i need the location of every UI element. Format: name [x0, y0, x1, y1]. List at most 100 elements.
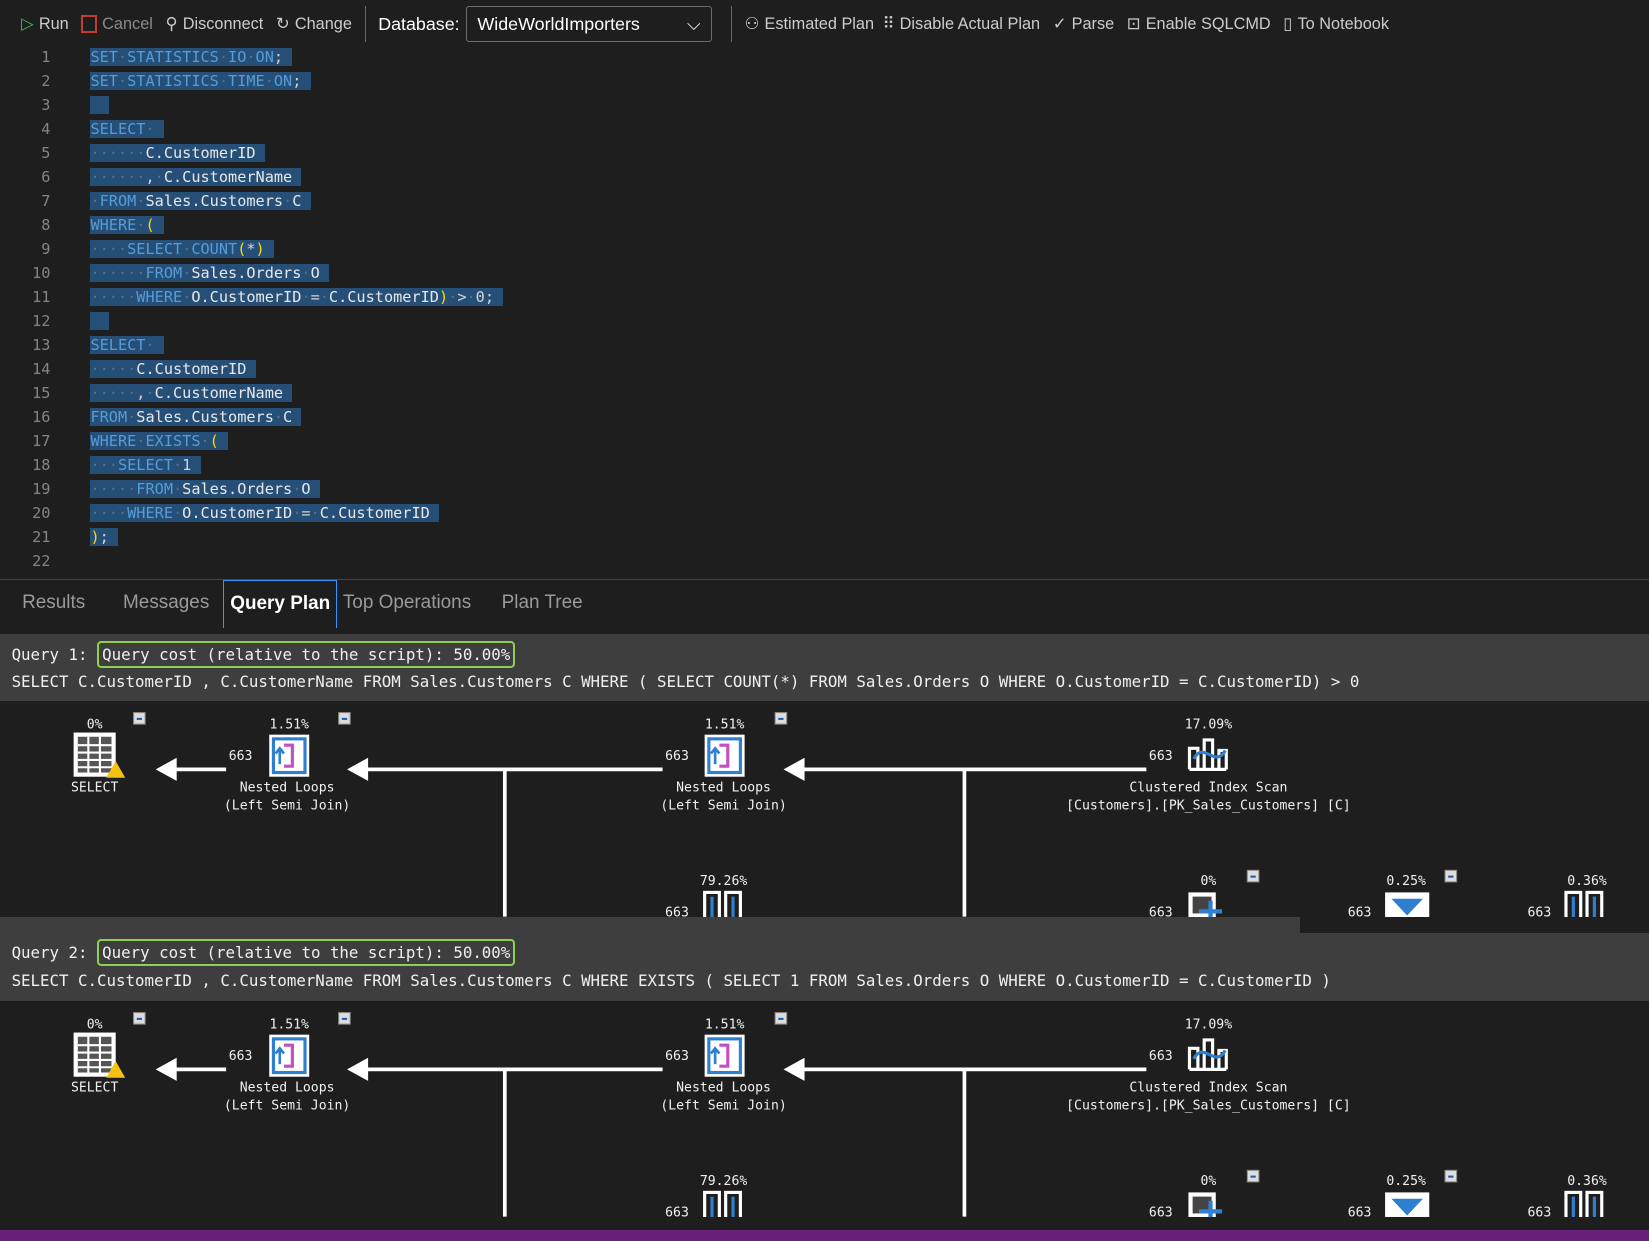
row-count: 663 [665, 906, 689, 917]
nested-loops-icon[interactable] [704, 1034, 745, 1077]
database-select[interactable]: WideWorldImporters ⌵ [465, 6, 712, 43]
line-number: 19 [32, 479, 51, 498]
node-cost: 1.51% [705, 718, 745, 733]
node-cost: 0% [87, 718, 103, 733]
enable-sqlcmd-button[interactable]: ⊡ Enable SQLCMD [1126, 14, 1271, 34]
divider [730, 6, 732, 43]
estimated-plan-button[interactable]: ⚇ Estimated Plan [744, 14, 875, 34]
stream-aggregate-icon[interactable] [1564, 1191, 1604, 1233]
divider [364, 6, 366, 43]
line-number: 3 [41, 96, 51, 115]
collapse-button[interactable] [1444, 1170, 1458, 1183]
row-count: 663 [1348, 1206, 1372, 1217]
line-number: 16 [32, 408, 51, 427]
change-button[interactable]: ↻ Change [275, 14, 352, 34]
node-cost: 79.26% [700, 1174, 748, 1189]
line-number: 4 [41, 120, 51, 139]
line-number: 5 [41, 144, 51, 163]
node-cost: 0.36% [1567, 1174, 1607, 1189]
collapse-button[interactable] [133, 712, 146, 726]
line-number: 6 [41, 168, 51, 187]
collapse-button[interactable] [774, 1012, 788, 1025]
clustered-index-scan-icon[interactable] [1187, 738, 1228, 772]
row-count: 663 [1528, 906, 1552, 917]
node-cost: 79.26% [700, 875, 748, 890]
select-icon[interactable] [73, 1032, 116, 1077]
line-number: 11 [32, 288, 51, 307]
nested-loops-icon[interactable] [269, 735, 310, 778]
node-cost: 0.25% [1386, 875, 1426, 890]
collapse-button[interactable] [1246, 1170, 1260, 1183]
select-icon[interactable] [73, 733, 116, 778]
index-seek-icon[interactable] [703, 1191, 742, 1233]
collapse-button[interactable] [1246, 870, 1260, 883]
query-sql: SELECT C.CustomerID , C.CustomerName FRO… [11, 672, 1360, 692]
collapse-button[interactable] [338, 1012, 351, 1025]
line-number: 2 [41, 72, 51, 91]
query-label: Query 1: Query cost (relative to the scr… [11, 640, 516, 668]
run-button[interactable]: ▷ Run [21, 14, 69, 34]
stream-aggregate-icon[interactable] [1564, 891, 1604, 933]
nested-loops-icon[interactable] [269, 1034, 310, 1077]
nested-loops-icon[interactable] [704, 735, 745, 778]
query-cost: Query cost (relative to the script): 50.… [97, 640, 516, 668]
line-number: 13 [32, 336, 51, 355]
code-editor[interactable]: 1 SET·STATISTICS·IO·ON; 2 SET·STATISTICS·T… [0, 46, 1649, 577]
clustered-index-scan-icon[interactable] [1187, 1038, 1228, 1072]
line-number: 12 [32, 312, 51, 331]
tab-messages[interactable]: Messages [123, 592, 210, 614]
code-line: SET·STATISTICS·TIME·ON; [90, 72, 311, 91]
node-label: Clustered Index Scan [1129, 1081, 1287, 1096]
chevron-down-icon: ⌵ [686, 13, 701, 34]
query-2-plan[interactable]: 0% SELECT 1.51% 663 Nested Loops (Left Sem… [0, 1001, 1649, 1233]
query-number: Query 1: [11, 644, 88, 664]
code-line: ···SELECT·1 [90, 456, 201, 474]
row-count: 663 [1149, 906, 1173, 917]
index-seek-icon[interactable] [703, 891, 742, 933]
compute-scalar-icon[interactable] [1188, 1192, 1223, 1223]
row-count: 663 [229, 749, 253, 764]
code-line: ······FROM·Sales.Orders·O [90, 264, 329, 283]
code-line: ······,·C.CustomerName [90, 168, 302, 187]
node-label: Nested Loops [676, 781, 771, 796]
node-label: SELECT [71, 1081, 119, 1096]
disable-actual-plan-button[interactable]: ⠿ Disable Actual Plan [882, 14, 1041, 34]
row-count: 663 [229, 1049, 253, 1064]
code-line: ······C.CustomerID [90, 144, 265, 163]
collapse-button[interactable] [133, 1012, 146, 1025]
tab-query-plan[interactable]: Query Plan [222, 580, 338, 628]
tab-results[interactable]: Results [22, 592, 86, 614]
line-number: 18 [32, 456, 51, 474]
code-line: ·····FROM·Sales.Orders·O [90, 479, 320, 498]
tab-top-operations[interactable]: Top Operations [342, 592, 472, 614]
filter-icon[interactable] [1385, 1192, 1430, 1218]
code-line: ·····WHERE·O.CustomerID·=·C.CustomerID)·… [90, 288, 504, 307]
code-line [90, 312, 109, 331]
compute-scalar-icon[interactable] [1188, 892, 1223, 923]
filter-icon[interactable] [1385, 892, 1430, 919]
line-number: 8 [41, 216, 51, 235]
node-cost: 1.51% [705, 1018, 745, 1033]
node-label: [Customers].[PK_Sales_Customers] [C] [1066, 1099, 1350, 1114]
line-number: 21 [32, 527, 51, 546]
row-count: 663 [665, 1049, 689, 1064]
code-line: WHERE·( [90, 216, 164, 235]
horizontal-scrollbar[interactable] [0, 917, 1300, 933]
code-line: WHERE·EXISTS·( [90, 432, 229, 451]
plug-icon: ⚲ [165, 15, 178, 34]
disconnect-button[interactable]: ⚲ Disconnect [165, 14, 264, 34]
line-number: 20 [32, 503, 51, 522]
parse-button[interactable]: ✓ Parse [1052, 14, 1115, 34]
query-1-plan[interactable]: 0% SELECT 1.51% 663 Nested Loops (Left Sem… [0, 701, 1649, 933]
cancel-button[interactable]: Cancel [81, 15, 153, 34]
refresh-icon: ↻ [275, 15, 290, 34]
line-number: 22 [32, 551, 51, 570]
node-label: (Left Semi Join) [224, 1099, 350, 1114]
collapse-button[interactable] [774, 712, 788, 726]
to-notebook-button[interactable]: ▯ To Notebook [1283, 14, 1390, 34]
code-line: ); [90, 527, 118, 546]
play-icon: ▷ [21, 15, 34, 34]
collapse-button[interactable] [338, 712, 351, 726]
collapse-button[interactable] [1444, 870, 1458, 883]
tab-plan-tree[interactable]: Plan Tree [501, 592, 583, 614]
